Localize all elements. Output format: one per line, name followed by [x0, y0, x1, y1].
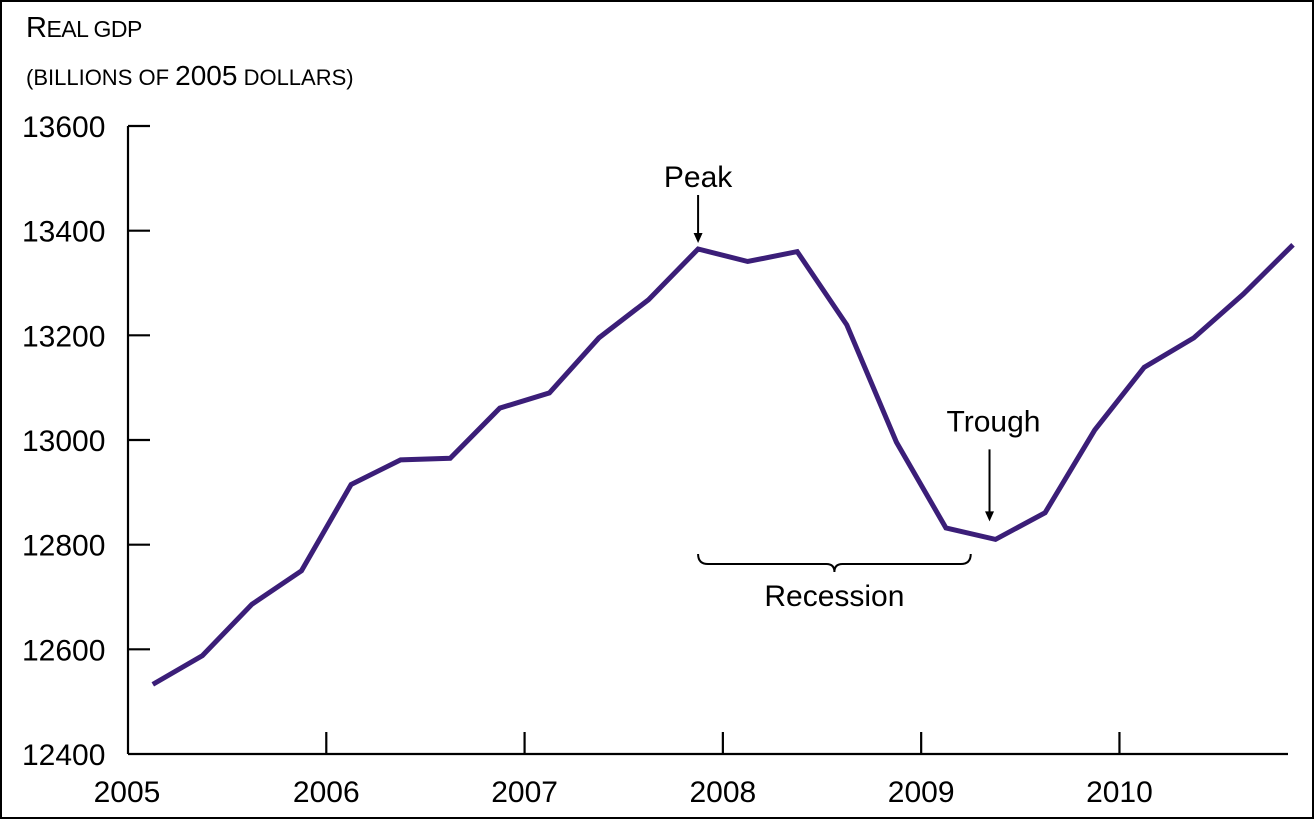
peak-label: Peak: [664, 161, 733, 194]
y-tick-label: 13400: [22, 216, 105, 249]
x-tick-label: 2007: [491, 776, 558, 809]
y-tick-label: 13600: [22, 111, 105, 144]
y-axis-subtitle: (billions of 2005 dollars): [26, 60, 354, 92]
y-axis-subtitle-year: 2005: [175, 60, 238, 91]
series-group: [151, 243, 1295, 687]
y-tick-label: 13000: [22, 425, 105, 458]
axes: 12400 12600 12800 13000 13200 13400 13600 2005 2…: [22, 111, 1288, 809]
y-axis-title: Real GDP: [26, 12, 142, 45]
y-axis-title-rest: eal GDP: [46, 16, 142, 42]
peak-arrowhead: [693, 232, 703, 243]
y-tick-label: 12400: [22, 739, 105, 772]
x-tick-label: 2008: [689, 776, 756, 809]
gdp-series-line: [151, 243, 1295, 687]
y-axis-subtitle-post: dollars): [237, 65, 354, 90]
trough-arrowhead: [985, 511, 995, 522]
recession-label: Recession: [764, 580, 904, 613]
trough-label: Trough: [947, 405, 1041, 438]
x-tick-label: 2009: [888, 776, 955, 809]
recession-brace: [697, 553, 972, 573]
y-tick-label: 12800: [22, 530, 105, 563]
x-tick-label: 2006: [293, 776, 360, 809]
annotations: Peak Trough Recession: [664, 161, 1041, 613]
y-tick-label: 12600: [22, 634, 105, 667]
y-axis-title-initial: R: [26, 12, 47, 44]
x-tick-label: 2005: [94, 776, 161, 809]
y-axis-subtitle-pre: (billions of: [26, 65, 176, 90]
x-tick-label: 2010: [1086, 776, 1153, 809]
y-tick-label: 13200: [22, 320, 105, 353]
